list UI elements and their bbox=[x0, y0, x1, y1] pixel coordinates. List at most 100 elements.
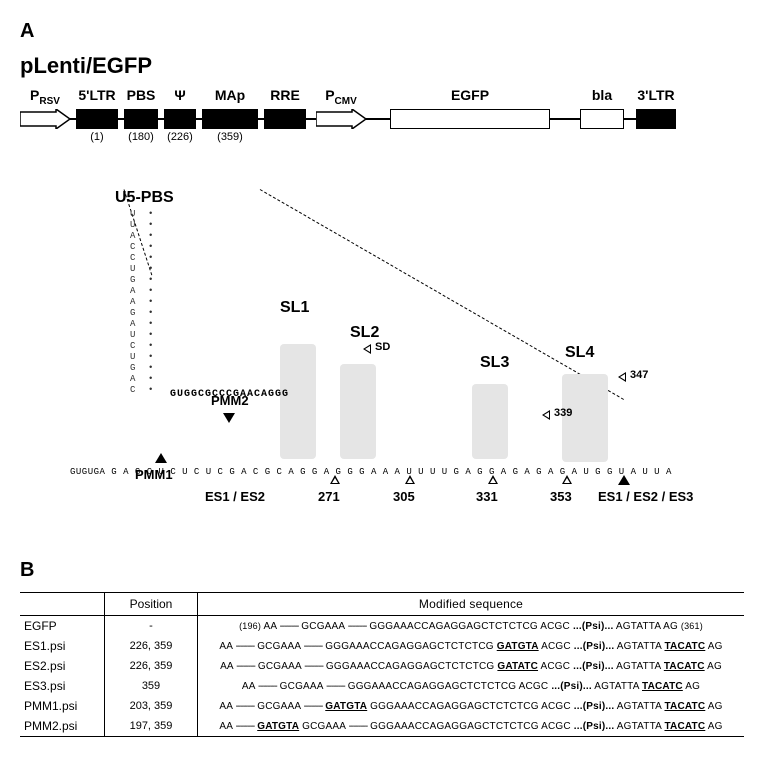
nucleotide: G bbox=[130, 363, 135, 373]
Psi-position: (226) bbox=[167, 131, 193, 143]
row-name: ES1.psi bbox=[20, 636, 105, 656]
open-triangle-icon bbox=[330, 475, 340, 484]
basepair-dot: • bbox=[148, 330, 153, 340]
side-mark-347: 347 bbox=[630, 369, 648, 381]
connector-line bbox=[624, 118, 636, 120]
region-label-sl4: SL4 bbox=[565, 344, 594, 362]
connector-line bbox=[366, 118, 390, 120]
nucleotide: C bbox=[130, 341, 135, 351]
open-triangle-icon bbox=[562, 475, 572, 484]
5LTR-position: (1) bbox=[90, 131, 103, 143]
bla-label: bla bbox=[592, 87, 612, 103]
basepair-dot: • bbox=[148, 275, 153, 285]
region-label-u5pbs: U5-PBS bbox=[115, 189, 174, 207]
header-position: Position bbox=[105, 593, 198, 616]
row-position: 197, 359 bbox=[105, 716, 198, 737]
mutation-label-pmm1: PMM1 bbox=[135, 467, 173, 482]
open-triangle-icon bbox=[542, 410, 550, 420]
EGFP-block bbox=[390, 109, 550, 129]
side-mark-339: 339 bbox=[554, 407, 572, 419]
position-mark-331: 331 bbox=[476, 489, 498, 504]
row-sequence: AA -------- GCGAAA -------- GGGAAACCAGAG… bbox=[198, 636, 745, 656]
panel-b-label: B bbox=[20, 559, 744, 582]
position-mark-353: 353 bbox=[550, 489, 572, 504]
nucleotide: U bbox=[130, 352, 135, 362]
nucleotide: G bbox=[130, 275, 135, 285]
position-mark-305: 305 bbox=[393, 489, 415, 504]
row-name: EGFP bbox=[20, 616, 105, 637]
nucleotide: C bbox=[130, 385, 135, 395]
stem-shade-2 bbox=[340, 364, 376, 459]
position-mark-271: 271 bbox=[318, 489, 340, 504]
stem-shade-1 bbox=[280, 344, 316, 459]
3LTR-label: 3'LTR bbox=[637, 87, 674, 103]
basepair-dot: • bbox=[148, 385, 153, 395]
basepair-dot: • bbox=[148, 253, 153, 263]
side-mark-SD: SD bbox=[375, 341, 390, 353]
table-row: ES2.psi226, 359AA -------- GCGAAA ------… bbox=[20, 656, 744, 676]
row-position: 226, 359 bbox=[105, 636, 198, 656]
PBS-block bbox=[124, 109, 158, 129]
open-triangle-icon bbox=[405, 475, 415, 484]
P_CMV_arrow-label: PCMV bbox=[325, 87, 357, 103]
connector-line bbox=[306, 118, 316, 120]
MAp-label: MAp bbox=[215, 87, 245, 103]
RRE-label: RRE bbox=[270, 87, 300, 103]
PBS-label: PBS bbox=[127, 87, 156, 103]
basepair-dot: • bbox=[148, 319, 153, 329]
bla-block bbox=[580, 109, 624, 129]
header-blank bbox=[20, 593, 105, 616]
filled-triangle-icon bbox=[155, 453, 167, 463]
PBS-position: (180) bbox=[128, 131, 154, 143]
nucleotide: U bbox=[130, 330, 135, 340]
basepair-dot: • bbox=[148, 220, 153, 230]
Psi-block bbox=[164, 109, 196, 129]
row-position: - bbox=[105, 616, 198, 637]
row-name: PMM1.psi bbox=[20, 696, 105, 716]
mutation-label-pmm2: PMM2 bbox=[211, 393, 249, 408]
panel-b: B Position Modified sequence EGFP-(196) … bbox=[20, 559, 744, 737]
5LTR-block bbox=[76, 109, 118, 129]
row-name: ES3.psi bbox=[20, 676, 105, 696]
3LTR-block bbox=[636, 109, 676, 129]
header-modseq: Modified sequence bbox=[198, 593, 745, 616]
panel-a: A pLenti/EGFP PRSV5'LTR(1)PBS(180)Ψ(226)… bbox=[20, 20, 744, 529]
region-label-sl3: SL3 bbox=[480, 354, 509, 372]
nucleotide: A bbox=[130, 286, 135, 296]
table-row: PMM2.psi197, 359AA -------- GATGTA GCGAA… bbox=[20, 716, 744, 737]
nucleotide: U bbox=[130, 220, 135, 230]
nucleotide: A bbox=[130, 374, 135, 384]
nucleotide: A bbox=[130, 297, 135, 307]
row-sequence: AA -------- GCGAAA -------- GGGAAACCAGAG… bbox=[198, 676, 745, 696]
construct-map: PRSV5'LTR(1)PBS(180)Ψ(226)MAp(359)RREPCM… bbox=[20, 91, 744, 181]
table-header-row: Position Modified sequence bbox=[20, 593, 744, 616]
row-position: 203, 359 bbox=[105, 696, 198, 716]
nucleotide: G bbox=[130, 308, 135, 318]
basepair-dot: • bbox=[148, 209, 153, 219]
row-name: PMM2.psi bbox=[20, 716, 105, 737]
row-name: ES2.psi bbox=[20, 656, 105, 676]
basepair-dot: • bbox=[148, 363, 153, 373]
EGFP-label: EGFP bbox=[451, 87, 489, 103]
table-row: ES3.psi359AA -------- GCGAAA -------- GG… bbox=[20, 676, 744, 696]
nucleotide: C bbox=[130, 242, 135, 252]
row-sequence: (196) AA -------- GCGAAA -------- GGGAAA… bbox=[198, 616, 745, 637]
rna-secondary-structure: U•U•A•C•C•U•G•A•A•G•A•U•C•U•G•A•C•GUGGCG… bbox=[20, 189, 744, 529]
filled-triangle-icon bbox=[223, 413, 235, 423]
RRE-block bbox=[264, 109, 306, 129]
basepair-dot: • bbox=[148, 308, 153, 318]
region-label-sl1: SL1 bbox=[280, 299, 309, 317]
open-triangle-icon bbox=[618, 372, 626, 382]
table-row: ES1.psi226, 359AA -------- GCGAAA ------… bbox=[20, 636, 744, 656]
Psi-label: Ψ bbox=[174, 87, 185, 103]
mutation-label-es1es2es3: ES1 / ES2 / ES3 bbox=[598, 489, 693, 504]
nucleotide: U bbox=[130, 264, 135, 274]
filled-triangle-icon bbox=[618, 475, 630, 485]
nucleotide: A bbox=[130, 231, 135, 241]
panel-a-label: A bbox=[20, 20, 744, 43]
nucleotide: A bbox=[130, 319, 135, 329]
basepair-dot: • bbox=[148, 297, 153, 307]
mutation-label-es1es2: ES1 / ES2 bbox=[205, 489, 265, 504]
nucleotide: C bbox=[130, 253, 135, 263]
row-sequence: AA -------- GCGAAA -------- GGGAAACCAGAG… bbox=[198, 656, 745, 676]
